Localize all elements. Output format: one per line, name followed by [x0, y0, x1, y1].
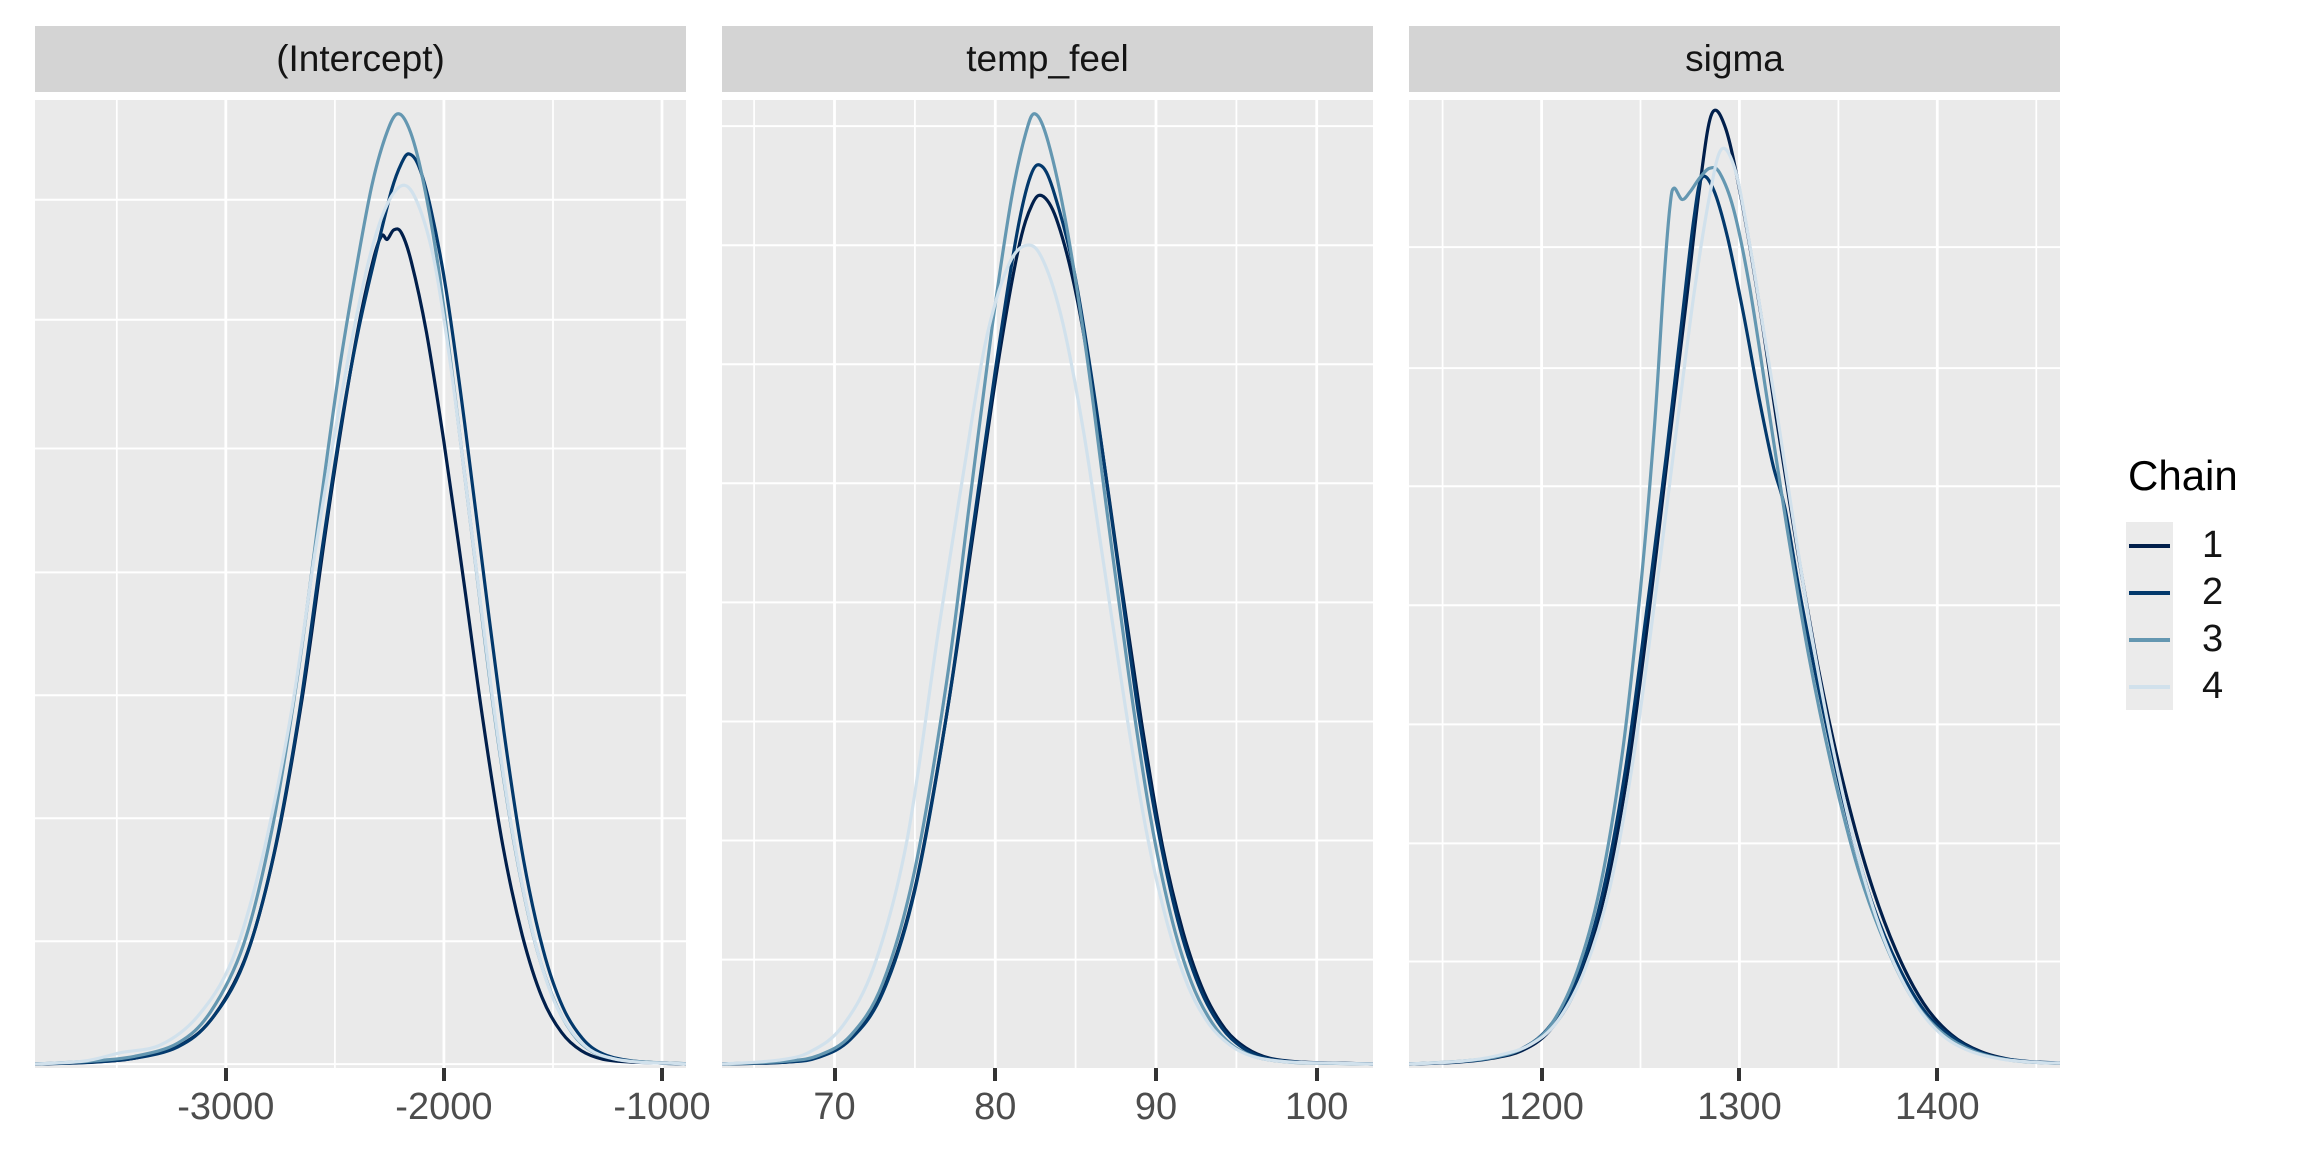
facet-strip: temp_feel: [722, 26, 1373, 92]
legend-entry-chain-3: 3: [2126, 616, 2238, 663]
legend-key-swatch: [2126, 616, 2173, 663]
panel-background: [1409, 100, 2060, 1068]
x-tick-label: 70: [813, 1086, 856, 1128]
x-tick-mark: [1935, 1068, 1940, 1081]
facet-temp-feel: temp_feel 70 80 90 100: [722, 26, 1373, 1132]
facet-sigma: sigma 1200 1300 1400: [1409, 26, 2060, 1132]
legend-entry-chain-2: 2: [2126, 569, 2238, 616]
panel-background: [722, 100, 1373, 1068]
x-tick-label: -1000: [613, 1086, 711, 1128]
legend-key-swatch: [2126, 663, 2173, 710]
legend-entry-chain-4: 4: [2126, 663, 2238, 710]
density-panel-temp-feel: [722, 100, 1373, 1068]
density-curve-chain-2: [1409, 174, 2060, 1066]
x-tick-mark: [223, 1068, 228, 1081]
x-tick-label: 80: [974, 1086, 1017, 1128]
facet-strip: (Intercept): [35, 26, 686, 92]
x-tick-label: 1200: [1499, 1086, 1584, 1128]
facet-title: temp_feel: [966, 38, 1129, 79]
x-tick-mark: [660, 1068, 664, 1081]
x-tick-mark: [993, 1068, 998, 1081]
x-tick-mark: [1539, 1068, 1544, 1081]
legend-key-line: [2129, 543, 2170, 548]
x-tick-label: 1400: [1895, 1086, 1980, 1128]
x-tick-label: 1300: [1697, 1086, 1782, 1128]
facet-title: sigma: [1685, 38, 1784, 79]
density-panel-intercept: [35, 100, 686, 1068]
x-tick-label: 90: [1134, 1086, 1178, 1128]
density-curve-chain-2: [35, 152, 686, 1066]
density-curve-chain-2: [722, 163, 1373, 1066]
legend-label: 2: [2202, 571, 2224, 613]
legend-key-line: [2129, 684, 2170, 689]
x-tick-label: 100: [1285, 1086, 1349, 1128]
x-tick-mark: [441, 1068, 446, 1081]
x-tick-label: -3000: [177, 1086, 275, 1128]
density-curve-chain-4: [35, 183, 686, 1066]
density-curve-chain-4: [1409, 146, 2060, 1066]
x-tick-mark: [1314, 1068, 1319, 1081]
facet-intercept: (Intercept) -3000 -2000 -1000: [35, 26, 711, 1132]
legend-entry-chain-1: 1: [2126, 522, 2238, 569]
facet-title: (Intercept): [276, 38, 445, 79]
legend-label: 3: [2202, 618, 2224, 660]
density-curve-chain-3: [722, 112, 1373, 1066]
facet-strip: sigma: [1409, 26, 2060, 92]
x-tick-label: -2000: [395, 1086, 493, 1128]
x-tick-mark: [1737, 1068, 1742, 1081]
density-curve-chain-4: [722, 243, 1373, 1066]
x-tick-mark: [1154, 1068, 1158, 1081]
x-axis-intercept: -3000 -2000 -1000: [35, 1068, 711, 1132]
legend-title: Chain: [2128, 452, 2238, 499]
x-axis-sigma: 1200 1300 1400: [1409, 1068, 2060, 1132]
x-tick-mark: [832, 1068, 837, 1081]
chain-legend: Chain 1 2 3 4: [2126, 452, 2238, 710]
legend-key-line: [2129, 590, 2170, 595]
panel-background: [35, 100, 686, 1068]
legend-label: 4: [2202, 665, 2224, 707]
legend-keys: 1 2 3 4: [2126, 522, 2238, 710]
density-panel-sigma: [1409, 100, 2060, 1068]
legend-key-swatch: [2126, 569, 2173, 616]
legend-key-line: [2129, 637, 2170, 642]
x-axis-temp-feel: 70 80 90 100: [722, 1068, 1373, 1132]
legend-label: 1: [2202, 524, 2224, 566]
legend-key-swatch: [2126, 522, 2173, 569]
